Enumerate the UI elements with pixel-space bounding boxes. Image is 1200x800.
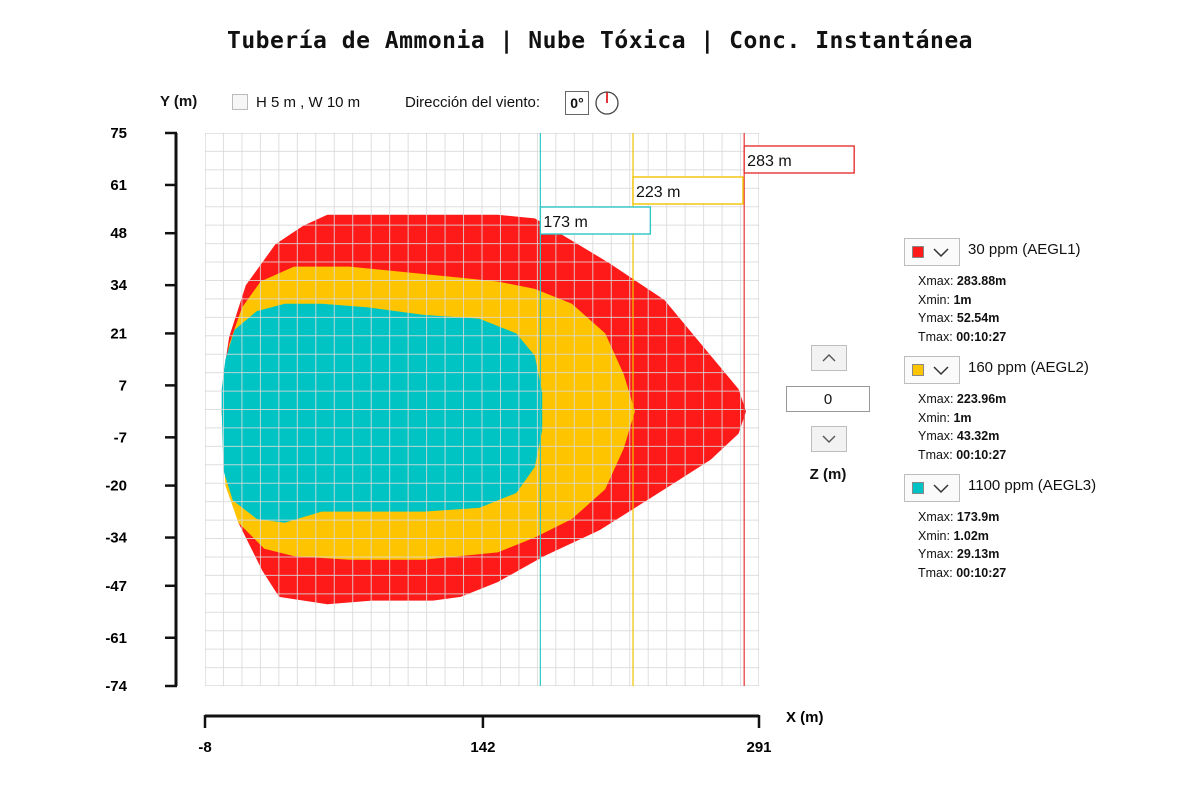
wind-direction-label: Dirección del viento: xyxy=(405,94,541,111)
y-tick-label: -47 xyxy=(105,578,127,595)
distance-marker-box xyxy=(539,206,652,235)
aegl1-color-dropdown[interactable] xyxy=(904,238,960,266)
legend: 30 ppm (AEGL1) Xmax: 283.88m Xmin: 1m Ym… xyxy=(904,238,1184,592)
legend-item-aegl2: 160 ppm (AEGL2) Xmax: 223.96m Xmin: 1m Y… xyxy=(904,356,1184,474)
y-tick-label: 21 xyxy=(110,325,127,342)
y-tick-label: 48 xyxy=(110,225,127,242)
z-down-button[interactable] xyxy=(811,426,847,452)
chevron-up-icon xyxy=(822,354,836,362)
aegl1-swatch xyxy=(912,246,924,258)
y-tick-label: -61 xyxy=(105,630,127,647)
z-label: Z (m) xyxy=(809,466,847,483)
aegl2-color-dropdown[interactable] xyxy=(904,356,960,384)
z-up-button[interactable] xyxy=(811,345,847,371)
legend-stats: Xmax: 173.9m Xmin: 1.02m Ymax: 29.13m Tm… xyxy=(918,510,1007,580)
y-tick-label: -7 xyxy=(114,429,127,446)
chevron-down-icon xyxy=(933,248,949,258)
y-tick-label: 75 xyxy=(110,125,127,142)
y-tick-label: -74 xyxy=(105,678,127,695)
y-axis-label: Y (m) xyxy=(160,93,198,110)
x-axis-label: X (m) xyxy=(786,709,824,726)
chart-title: Tubería de Ammonia | Nube Tóxica | Conc.… xyxy=(226,28,974,54)
cell-size-checkbox[interactable] xyxy=(232,94,248,110)
distance-marker-label: 283 m xyxy=(747,153,791,170)
y-tick-label: 7 xyxy=(119,377,127,394)
aegl3-color-dropdown[interactable] xyxy=(904,474,960,502)
distance-marker-box xyxy=(743,145,855,174)
z-value-input[interactable]: 0 xyxy=(786,386,870,412)
aegl2-swatch xyxy=(912,364,924,376)
y-tick-label: -34 xyxy=(105,530,127,547)
distance-marker-label: 173 m xyxy=(543,214,587,231)
plume-area-3 xyxy=(221,303,543,523)
chevron-down-icon xyxy=(933,484,949,494)
legend-stats: Xmax: 283.88m Xmin: 1m Ymax: 52.54m Tmax… xyxy=(918,274,1007,344)
y-tick-label: 61 xyxy=(110,177,127,194)
x-tick-label: 142 xyxy=(470,739,495,756)
chevron-down-icon xyxy=(933,366,949,376)
legend-item-aegl1: 30 ppm (AEGL1) Xmax: 283.88m Xmin: 1m Ym… xyxy=(904,238,1184,356)
cell-size-label: H 5 m , W 10 m xyxy=(256,94,361,111)
x-tick-label: -8 xyxy=(198,739,211,756)
y-tick-label: -20 xyxy=(105,478,127,495)
legend-name: 30 ppm (AEGL1) xyxy=(968,241,1081,258)
legend-item-aegl3: 1100 ppm (AEGL3) Xmax: 173.9m Xmin: 1.02… xyxy=(904,474,1184,592)
wind-direction-input[interactable]: 0° xyxy=(565,91,589,115)
legend-name: 1100 ppm (AEGL3) xyxy=(968,477,1097,494)
y-tick-label: 34 xyxy=(110,277,127,294)
aegl3-swatch xyxy=(912,482,924,494)
distance-marker-label: 223 m xyxy=(636,184,680,201)
compass-icon[interactable] xyxy=(595,91,621,117)
chevron-down-icon xyxy=(822,435,836,443)
legend-name: 160 ppm (AEGL2) xyxy=(968,359,1089,376)
distance-marker-box xyxy=(632,176,744,205)
legend-stats: Xmax: 223.96m Xmin: 1m Ymax: 43.32m Tmax… xyxy=(918,392,1007,462)
x-tick-label: 291 xyxy=(746,739,771,756)
